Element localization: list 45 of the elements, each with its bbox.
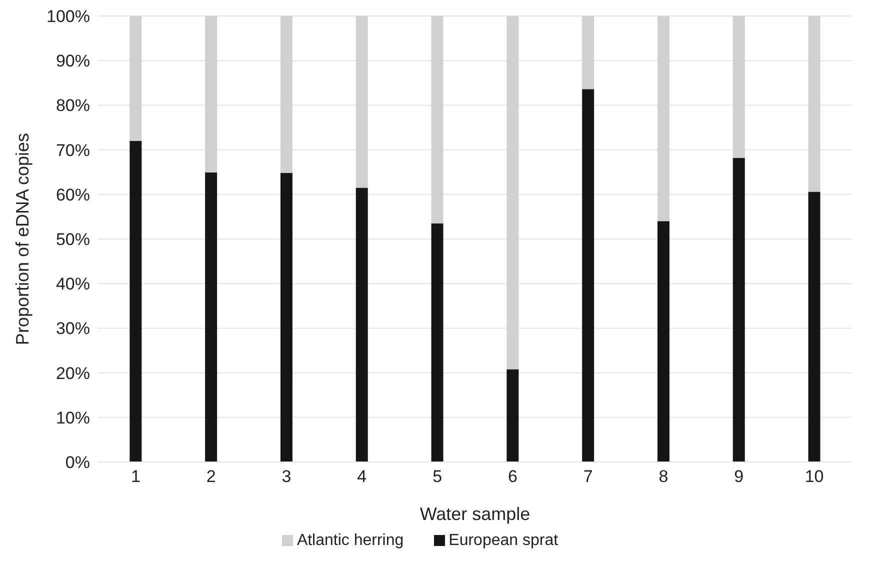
bar [506,16,519,370]
y-tick-label: 40% [56,274,90,294]
bar [280,16,292,173]
x-tick-label: 3 [282,467,292,486]
y-tick-label: 10% [56,408,90,428]
y-tick-label: 90% [56,52,90,71]
bar [356,188,368,462]
y-tick-label: 50% [56,230,90,250]
y-tick-label: 80% [56,96,90,116]
x-tick-label: 9 [734,467,744,486]
x-tick-label: 5 [432,467,442,486]
bar [582,16,594,90]
bar [205,172,218,462]
bar [280,172,292,462]
legend-label: Atlantic herring [296,532,404,549]
bar [431,16,444,224]
y-tick-label: 0% [65,453,90,472]
bar [657,16,670,222]
x-tick-label: 4 [357,467,367,486]
x-tick-label: 7 [583,467,593,486]
bar [808,192,820,462]
y-tick-label: 100% [46,7,90,26]
bar [130,16,142,141]
bar [431,223,444,462]
bar [582,89,594,462]
bar [506,369,519,462]
bar [205,16,218,173]
y-tick-label: 30% [56,319,90,338]
bar [732,16,745,158]
y-tick-label: 70% [56,140,90,160]
bar [732,158,745,462]
x-axis-title: Water sample [420,504,530,524]
bar [356,16,368,188]
x-tick-label: 1 [130,467,140,486]
x-tick-label: 6 [508,467,518,486]
bar [657,221,670,462]
y-tick-label: 60% [56,185,90,204]
y-tick-label: 20% [56,364,90,383]
x-tick-label: 8 [658,467,668,486]
bar [130,140,142,462]
bar [808,16,820,192]
x-tick-label: 10 [804,467,824,486]
legend-label: European sprat [448,532,558,549]
y-axis-title: Proportion of eDNA copies [12,132,32,346]
x-tick-label: 2 [206,467,216,486]
